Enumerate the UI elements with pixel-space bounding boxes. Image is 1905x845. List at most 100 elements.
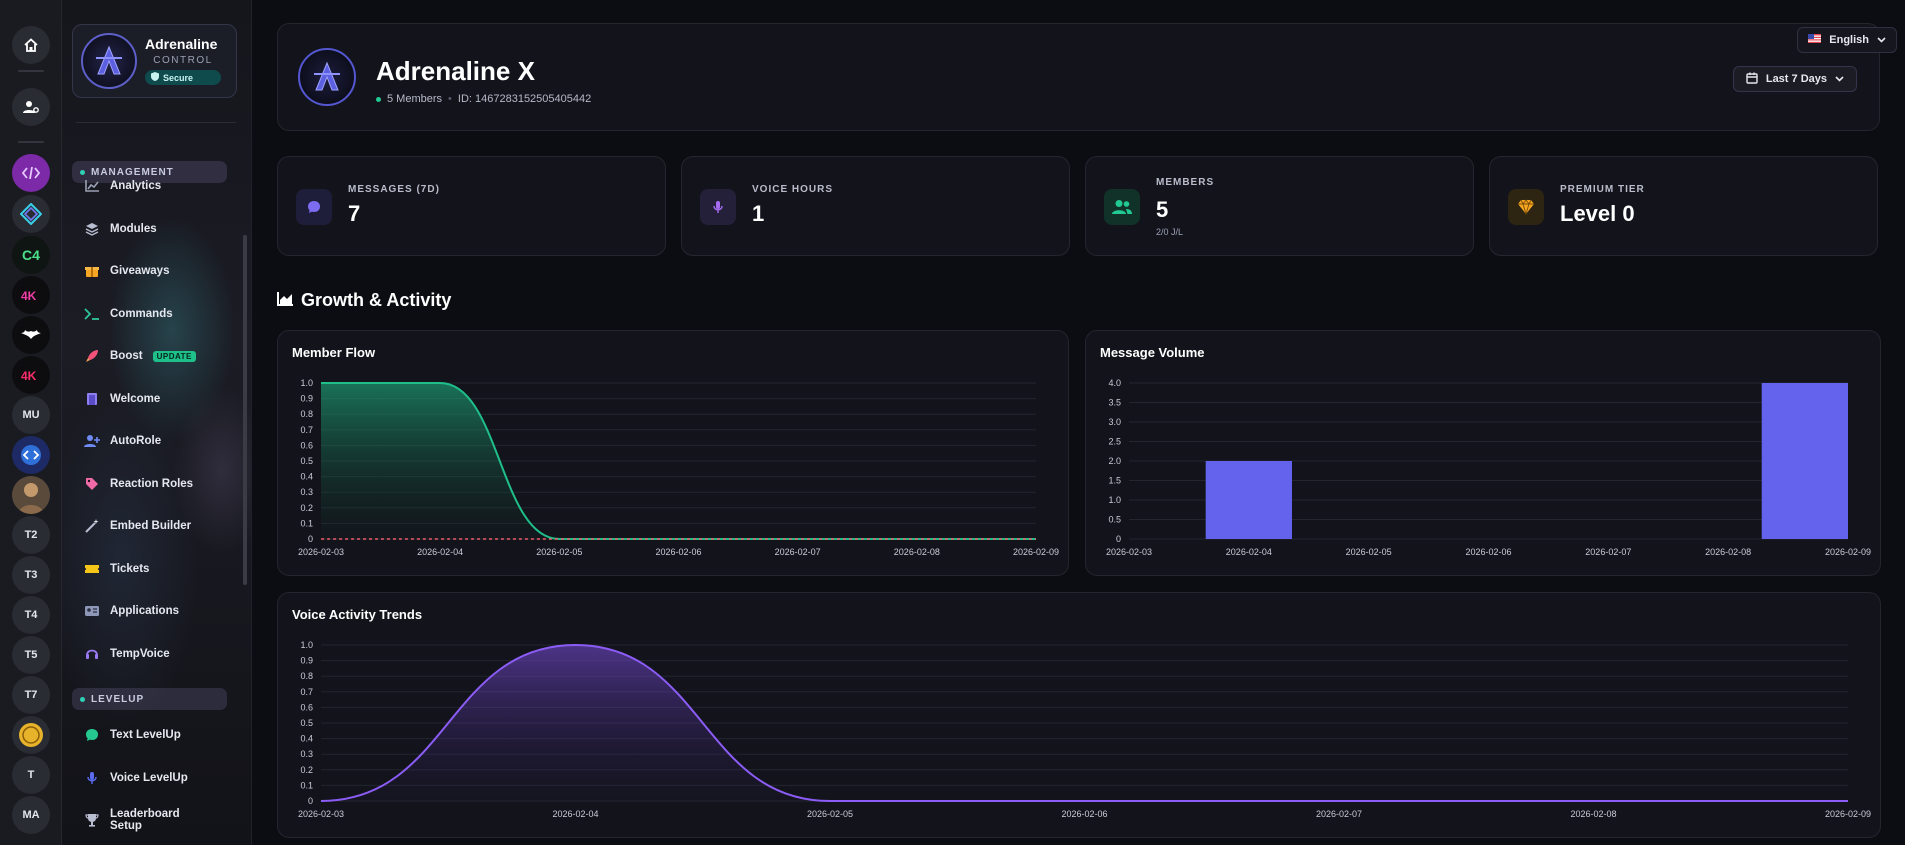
y-tick-label: 0 <box>308 534 313 544</box>
rail-separator <box>18 141 44 143</box>
layers-icon <box>84 221 100 237</box>
date-range-selector[interactable]: Last 7 Days <box>1732 66 1857 92</box>
x-tick-label: 2026-02-03 <box>298 547 344 557</box>
sidebar-item-autorole[interactable]: AutoRole <box>84 428 161 454</box>
avatar-image-icon <box>12 476 50 514</box>
sidebar-item-welcome[interactable]: Welcome <box>84 386 160 412</box>
y-tick-label: 0.7 <box>300 687 313 697</box>
member-flow-chart: 0 0.1 0.2 0.3 0.4 0.5 0.6 0.7 0.8 0.9 1.0 2026-02-0… <box>298 378 1059 557</box>
rail-server-t5[interactable]: T5 <box>12 636 50 674</box>
x-tick-label: 2026-02-05 <box>1346 547 1392 557</box>
server-rail: C4 4K 4K MU T2 T3 T4 T5 T7 T MA <box>0 0 62 845</box>
sidebar-item-modules[interactable]: Modules <box>84 216 157 242</box>
management-section-header: MANAGEMENT <box>72 161 227 183</box>
section-title: Growth & Activity <box>277 290 451 311</box>
terminal-icon <box>84 306 100 322</box>
rail-server-home[interactable] <box>12 26 50 64</box>
sidebar-item-reaction-roles[interactable]: Reaction Roles <box>84 471 193 497</box>
rail-server-c4[interactable]: C4 <box>12 236 50 274</box>
y-tick-label: 0.3 <box>300 487 313 497</box>
headset-icon <box>84 646 100 662</box>
rail-server-avatar-image[interactable] <box>12 476 50 514</box>
series-line <box>320 643 1848 802</box>
y-tick-label: 0.6 <box>300 440 313 450</box>
sidebar-item-tempvoice[interactable]: TempVoice <box>84 641 170 667</box>
x-tick-label: 2026-02-08 <box>1705 547 1751 557</box>
rail-server-label: T <box>27 769 35 781</box>
x-tick-label: 2026-02-04 <box>417 547 463 557</box>
rail-server-gold-coin[interactable] <box>12 716 50 754</box>
svg-text:4K: 4K <box>21 289 37 302</box>
bar <box>1761 383 1848 539</box>
rail-server-mu[interactable]: MU <box>12 396 50 434</box>
y-tick-label: 0 <box>1116 534 1121 544</box>
door-icon <box>84 391 100 407</box>
x-tick-label: 2026-02-06 <box>1465 547 1511 557</box>
sidebar-scrollbar[interactable] <box>243 235 247 585</box>
rail-server-diamond-logo[interactable] <box>12 195 50 233</box>
ticket-icon <box>84 561 100 577</box>
x-tick-label: 2026-02-04 <box>552 809 598 819</box>
x-tick-label: 2026-02-08 <box>894 547 940 557</box>
code-icon <box>22 167 40 179</box>
online-dot-icon <box>376 96 381 102</box>
sidebar-item-applications[interactable]: Applications <box>84 598 179 624</box>
y-tick-label: 0.4 <box>300 734 313 744</box>
voice-activity-card: Voice Activity Trends 0 0.1 0.2 0.3 0.4 0.5 0.… <box>277 592 1881 838</box>
sidebar-item-label: Embed Builder <box>110 520 192 532</box>
user-cog-icon <box>23 100 39 114</box>
sidebar-item-voice-levelup[interactable]: Voice LevelUp <box>84 765 188 791</box>
secure-badge: Secure <box>145 70 221 85</box>
voice-activity-title: Voice Activity Trends <box>292 607 423 622</box>
sidebar-item-label: Analytics <box>110 180 162 192</box>
language-selector[interactable]: English <box>1797 27 1897 53</box>
rail-server-code-blue[interactable] <box>12 436 50 474</box>
rail-server-bat[interactable] <box>12 316 50 354</box>
rail-server-4k-red[interactable]: 4K <box>12 356 50 394</box>
brand-card[interactable]: Adrenaline CONTROL Secure <box>72 24 237 98</box>
sidebar-item-commands[interactable]: Commands <box>84 301 173 327</box>
rail-server-t2[interactable]: T2 <box>12 516 50 554</box>
x-tick-label: 2026-02-07 <box>1585 547 1631 557</box>
x-tick-label: 2026-02-09 <box>1825 809 1871 819</box>
y-tick-label: 0.7 <box>300 425 313 435</box>
stat-card-voice-hours: VOICE HOURS 1 <box>681 156 1070 256</box>
y-tick-label: 0.1 <box>300 780 313 790</box>
language-label: English <box>1829 34 1869 46</box>
x-tick-label: 2026-02-05 <box>807 809 853 819</box>
rail-server-user-cog[interactable] <box>12 88 50 126</box>
rocket-icon <box>84 348 100 364</box>
sidebar-item-label: Commands <box>110 307 173 320</box>
rail-server-4k-pink[interactable]: 4K <box>12 276 50 314</box>
sidebar-item-embed-builder[interactable]: Embed Builder <box>84 513 191 539</box>
sidebar-item-label: TempVoice <box>110 647 170 660</box>
rail-server-t3[interactable]: T3 <box>12 556 50 594</box>
sidebar-item-leaderboard-setup[interactable]: Leaderboard Setup <box>84 807 180 833</box>
rail-server-code[interactable] <box>12 154 50 192</box>
sidebar-item-label: Voice LevelUp <box>110 771 188 784</box>
rail-server-label: C4 <box>22 247 40 263</box>
users-icon <box>1104 189 1140 225</box>
sidebar-item-tickets[interactable]: Tickets <box>84 556 149 582</box>
stat-card-messages-7d: MESSAGES (7D) 7 <box>277 156 666 256</box>
member-flow-card: Member Flow 0 0.1 0.2 0.3 0.4 0.5 0.6 0.7 0.8 0.9… <box>277 330 1069 576</box>
x-tick-label: 2026-02-08 <box>1570 809 1616 819</box>
sidebar-item-label: Tickets <box>110 562 150 575</box>
stat-value: Level 0 <box>1560 201 1635 226</box>
y-tick-label: 0.9 <box>300 656 313 666</box>
sidebar-item-boost[interactable]: Boost UPDATE <box>84 343 196 369</box>
sidebar-item-giveaways[interactable]: Giveaways <box>84 258 169 284</box>
members-count: 5 Members <box>387 93 443 105</box>
rail-server-ma[interactable]: MA <box>12 796 50 834</box>
sidebar-item-analytics[interactable]: Analytics <box>84 173 161 199</box>
stat-card-members: MEMBERS 5 2/0 J/L <box>1085 156 1474 256</box>
rail-server-t4[interactable]: T4 <box>12 596 50 634</box>
rail-server-t[interactable]: T <box>12 756 50 794</box>
y-tick-label: 0.8 <box>300 409 313 419</box>
y-tick-label: 1.0 <box>1108 495 1121 505</box>
sidebar-item-label: Welcome <box>110 392 161 405</box>
sidebar-item-text-levelup[interactable]: Text LevelUp <box>84 722 181 748</box>
rail-server-t7[interactable]: T7 <box>12 676 50 714</box>
gift-icon <box>84 263 100 279</box>
y-tick-label: 0.2 <box>300 503 313 513</box>
